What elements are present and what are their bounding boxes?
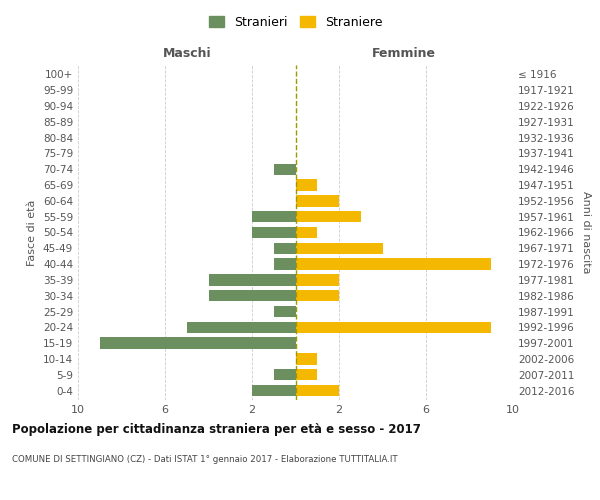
Text: Femmine: Femmine	[372, 48, 436, 60]
Bar	[296, 274, 339, 285]
Bar	[296, 227, 317, 238]
Bar	[296, 322, 491, 333]
Y-axis label: Fasce di età: Fasce di età	[28, 200, 37, 266]
Bar	[252, 227, 296, 238]
Bar	[274, 306, 296, 317]
Bar	[252, 211, 296, 222]
Bar	[209, 290, 296, 302]
Bar	[252, 385, 296, 396]
Bar	[274, 242, 296, 254]
Bar	[274, 258, 296, 270]
Bar	[296, 290, 339, 302]
Bar	[100, 338, 296, 349]
Bar	[274, 164, 296, 175]
Bar	[296, 385, 339, 396]
Bar	[187, 322, 296, 333]
Text: Popolazione per cittadinanza straniera per età e sesso - 2017: Popolazione per cittadinanza straniera p…	[12, 422, 421, 436]
Bar	[296, 211, 361, 222]
Bar	[296, 258, 491, 270]
Text: Maschi: Maschi	[163, 48, 211, 60]
Bar	[296, 353, 317, 364]
Bar	[296, 242, 383, 254]
Legend: Stranieri, Straniere: Stranieri, Straniere	[204, 11, 387, 34]
Bar	[296, 195, 339, 206]
Text: COMUNE DI SETTINGIANO (CZ) - Dati ISTAT 1° gennaio 2017 - Elaborazione TUTTITALI: COMUNE DI SETTINGIANO (CZ) - Dati ISTAT …	[12, 455, 398, 464]
Y-axis label: Anni di nascita: Anni di nascita	[581, 191, 591, 274]
Bar	[274, 369, 296, 380]
Bar	[296, 369, 317, 380]
Bar	[209, 274, 296, 285]
Bar	[296, 180, 317, 191]
